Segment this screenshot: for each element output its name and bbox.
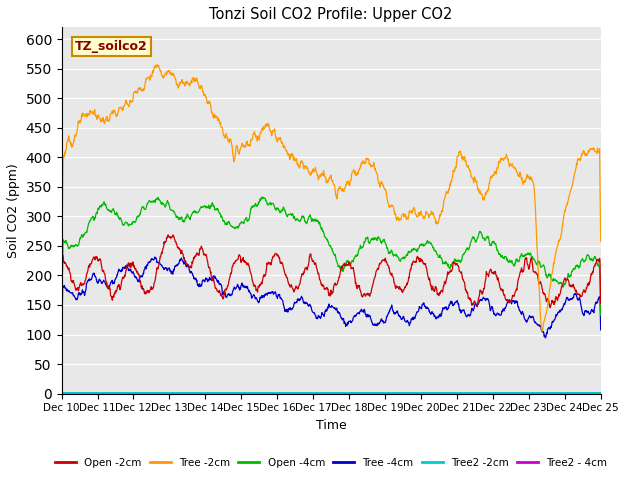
- X-axis label: Time: Time: [316, 419, 346, 432]
- Y-axis label: Soil CO2 (ppm): Soil CO2 (ppm): [7, 163, 20, 258]
- Title: Tonzi Soil CO2 Profile: Upper CO2: Tonzi Soil CO2 Profile: Upper CO2: [209, 7, 453, 22]
- Legend: Open -2cm, Tree -2cm, Open -4cm, Tree -4cm, Tree2 -2cm, Tree2 - 4cm: Open -2cm, Tree -2cm, Open -4cm, Tree -4…: [51, 454, 611, 472]
- Text: TZ_soilco2: TZ_soilco2: [75, 40, 148, 53]
